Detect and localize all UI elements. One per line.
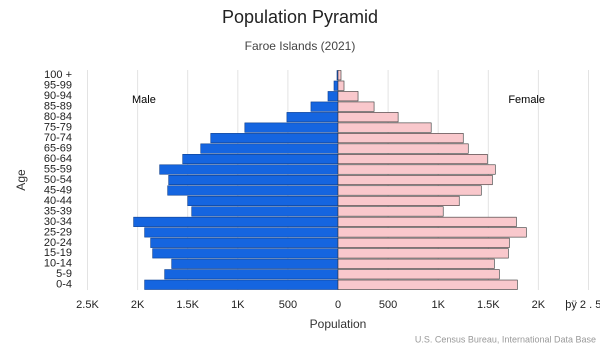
x-tick-label: 1.5K xyxy=(176,299,199,311)
bar xyxy=(144,279,339,290)
bar xyxy=(210,133,339,144)
bar xyxy=(337,279,518,290)
bar xyxy=(310,101,339,112)
y-tick-label: 20-24 xyxy=(44,237,72,249)
chart-title: Population Pyramid xyxy=(222,7,378,27)
x-tick-label: 2.5K xyxy=(76,299,99,311)
y-tick-label: 35-39 xyxy=(44,205,72,217)
y-tick-label: 25-29 xyxy=(44,226,72,238)
y-tick-label: 55-59 xyxy=(44,163,72,175)
legend-label: Male xyxy=(132,94,156,106)
y-tick-label: 10-14 xyxy=(44,258,72,270)
x-tick-label: þÿ 2 . 5 K xyxy=(565,299,600,311)
legend-label: Female xyxy=(508,94,545,106)
bar xyxy=(337,216,517,227)
bar xyxy=(327,91,339,102)
x-tick-label: 1.5K xyxy=(477,299,500,311)
bar xyxy=(337,258,495,269)
bar xyxy=(337,164,496,175)
bar xyxy=(337,70,342,81)
bar xyxy=(337,185,482,196)
bar xyxy=(333,80,339,91)
x-tick-label: 2K xyxy=(131,299,145,311)
bar xyxy=(171,258,339,269)
x-axis-label: Population xyxy=(310,317,367,331)
y-tick-label: 50-54 xyxy=(44,174,72,186)
bar xyxy=(337,195,460,206)
bar xyxy=(152,248,339,259)
y-tick-label: 45-49 xyxy=(44,184,72,196)
bar xyxy=(133,216,339,227)
bar xyxy=(167,185,339,196)
y-tick-label: 75-79 xyxy=(44,122,72,134)
bar xyxy=(159,164,339,175)
bar xyxy=(337,269,500,280)
y-tick-label: 90-94 xyxy=(44,90,72,102)
x-tick-label: 0 xyxy=(335,299,341,311)
bar xyxy=(168,174,339,186)
y-tick-label: 30-34 xyxy=(44,216,72,228)
y-tick-label: 95-99 xyxy=(44,80,72,92)
y-tick-label: 70-74 xyxy=(44,132,72,144)
bar xyxy=(200,143,339,154)
bar xyxy=(337,91,359,102)
y-tick-label: 60-64 xyxy=(44,153,72,165)
bar xyxy=(337,227,527,238)
y-tick-label: 15-19 xyxy=(44,247,72,259)
bar xyxy=(337,80,345,91)
y-tick-label: 40-44 xyxy=(44,195,72,207)
bar xyxy=(337,248,509,259)
bar xyxy=(187,195,339,206)
bar xyxy=(337,101,375,112)
x-tick-label: 500 xyxy=(279,299,297,311)
bar xyxy=(337,154,488,165)
chart-subtitle: Faroe Islands (2021) xyxy=(245,39,356,53)
x-tick-label: 1K xyxy=(431,299,445,311)
y-tick-label: 65-69 xyxy=(44,142,72,154)
x-tick-label: 500 xyxy=(379,299,397,311)
bar xyxy=(150,237,339,248)
bar xyxy=(182,154,339,165)
bar xyxy=(337,133,464,144)
y-tick-label: 0-4 xyxy=(56,279,72,291)
bar xyxy=(337,206,444,217)
y-tick-label: 100 + xyxy=(44,69,72,81)
x-tick-label: 1K xyxy=(231,299,245,311)
bar xyxy=(144,227,339,238)
bar xyxy=(337,122,432,133)
bar xyxy=(286,112,339,123)
x-tick-label: 2K xyxy=(532,299,546,311)
source-note: U.S. Census Bureau, International Data B… xyxy=(415,334,596,344)
y-tick-label: 85-89 xyxy=(44,101,72,113)
bar xyxy=(337,143,469,154)
y-tick-label: 80-84 xyxy=(44,111,72,123)
y-axis-label: Age xyxy=(14,169,28,191)
y-tick-label: 5-9 xyxy=(56,268,72,280)
bar xyxy=(164,269,339,280)
bar xyxy=(244,122,339,133)
bar xyxy=(337,174,493,186)
bar xyxy=(191,206,339,217)
bar xyxy=(337,112,399,123)
bar xyxy=(337,237,510,248)
